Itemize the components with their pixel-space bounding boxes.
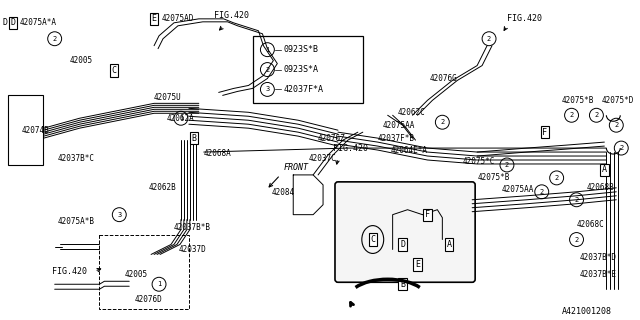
- Text: 0923S*B: 0923S*B: [284, 45, 318, 54]
- Text: A: A: [447, 240, 452, 249]
- Text: FIG.420: FIG.420: [52, 267, 86, 276]
- Text: D: D: [10, 18, 15, 27]
- Text: F: F: [425, 210, 430, 219]
- Text: 42075AA: 42075AA: [502, 185, 534, 194]
- Text: 42075*C: 42075*C: [462, 157, 495, 166]
- Text: 42062C: 42062C: [397, 108, 426, 117]
- Text: FIG.420: FIG.420: [507, 14, 542, 23]
- Bar: [99, 235, 189, 309]
- Text: 42075AD: 42075AD: [162, 14, 195, 23]
- Text: A: A: [602, 165, 607, 174]
- Text: 42074B: 42074B: [22, 126, 50, 135]
- Text: 42084: 42084: [271, 188, 294, 197]
- Text: 1: 1: [179, 115, 183, 121]
- Text: 1: 1: [157, 281, 161, 287]
- Text: 42064E*A: 42064E*A: [390, 146, 428, 155]
- Text: 3: 3: [117, 212, 122, 218]
- Text: 42037B*C: 42037B*C: [58, 154, 95, 163]
- Text: 42037B*D: 42037B*D: [579, 253, 616, 262]
- Text: 2: 2: [619, 145, 623, 151]
- Text: 2: 2: [265, 67, 269, 73]
- Text: 42068C: 42068C: [577, 220, 604, 229]
- Text: 42068A: 42068A: [204, 148, 232, 157]
- Text: FIG.420: FIG.420: [333, 144, 368, 153]
- Text: C: C: [371, 235, 375, 244]
- Text: A421001208: A421001208: [562, 307, 612, 316]
- Text: D: D: [3, 18, 8, 27]
- Text: 42075*D: 42075*D: [602, 96, 634, 105]
- Text: B: B: [191, 134, 196, 143]
- Text: 42075U: 42075U: [154, 93, 182, 102]
- Text: E: E: [152, 14, 157, 23]
- Text: 2: 2: [554, 175, 559, 181]
- Text: 42037B*E: 42037B*E: [579, 270, 616, 279]
- Text: 42068B: 42068B: [586, 183, 614, 192]
- FancyBboxPatch shape: [335, 182, 475, 282]
- Text: 2: 2: [575, 236, 579, 243]
- Text: 2: 2: [505, 162, 509, 168]
- Text: C: C: [112, 66, 117, 75]
- Text: 42075*B: 42075*B: [562, 96, 594, 105]
- Text: 42005: 42005: [70, 56, 93, 65]
- Text: E: E: [415, 260, 420, 269]
- Text: 2: 2: [540, 189, 544, 195]
- Text: FRONT: FRONT: [284, 164, 308, 172]
- Text: 2: 2: [440, 119, 444, 125]
- Text: 42062B: 42062B: [149, 183, 177, 192]
- Text: 1: 1: [265, 47, 269, 53]
- Text: 2: 2: [487, 36, 491, 42]
- Bar: [8, 95, 43, 165]
- Text: 42005: 42005: [124, 270, 147, 279]
- Text: 42062A: 42062A: [167, 114, 195, 123]
- Text: 42037B*B: 42037B*B: [174, 223, 211, 232]
- Text: F: F: [542, 128, 547, 137]
- Text: 42075*B: 42075*B: [477, 173, 509, 182]
- Text: 2: 2: [595, 112, 598, 118]
- Text: 3: 3: [265, 86, 269, 92]
- Text: 42037F*A: 42037F*A: [284, 85, 323, 94]
- Text: 42075A*A: 42075A*A: [20, 18, 57, 27]
- Text: 42076D: 42076D: [134, 295, 162, 304]
- Text: 2: 2: [575, 197, 579, 203]
- Text: 2: 2: [52, 36, 57, 42]
- Text: 42037C: 42037C: [308, 154, 336, 163]
- Text: 42076G: 42076G: [429, 74, 457, 83]
- Text: 42037F*B: 42037F*B: [378, 134, 415, 143]
- Text: 2: 2: [570, 112, 573, 118]
- Text: 42075A*B: 42075A*B: [58, 217, 95, 226]
- Text: 42037D: 42037D: [179, 245, 207, 254]
- Text: 42075AA: 42075AA: [383, 121, 415, 130]
- Text: FIG.420: FIG.420: [214, 12, 249, 20]
- Text: 42076Z: 42076Z: [318, 134, 346, 143]
- Text: 2: 2: [614, 122, 618, 128]
- Text: D: D: [400, 240, 405, 249]
- Text: 0923S*A: 0923S*A: [284, 65, 318, 74]
- Bar: [253, 36, 363, 103]
- Text: B: B: [400, 280, 405, 289]
